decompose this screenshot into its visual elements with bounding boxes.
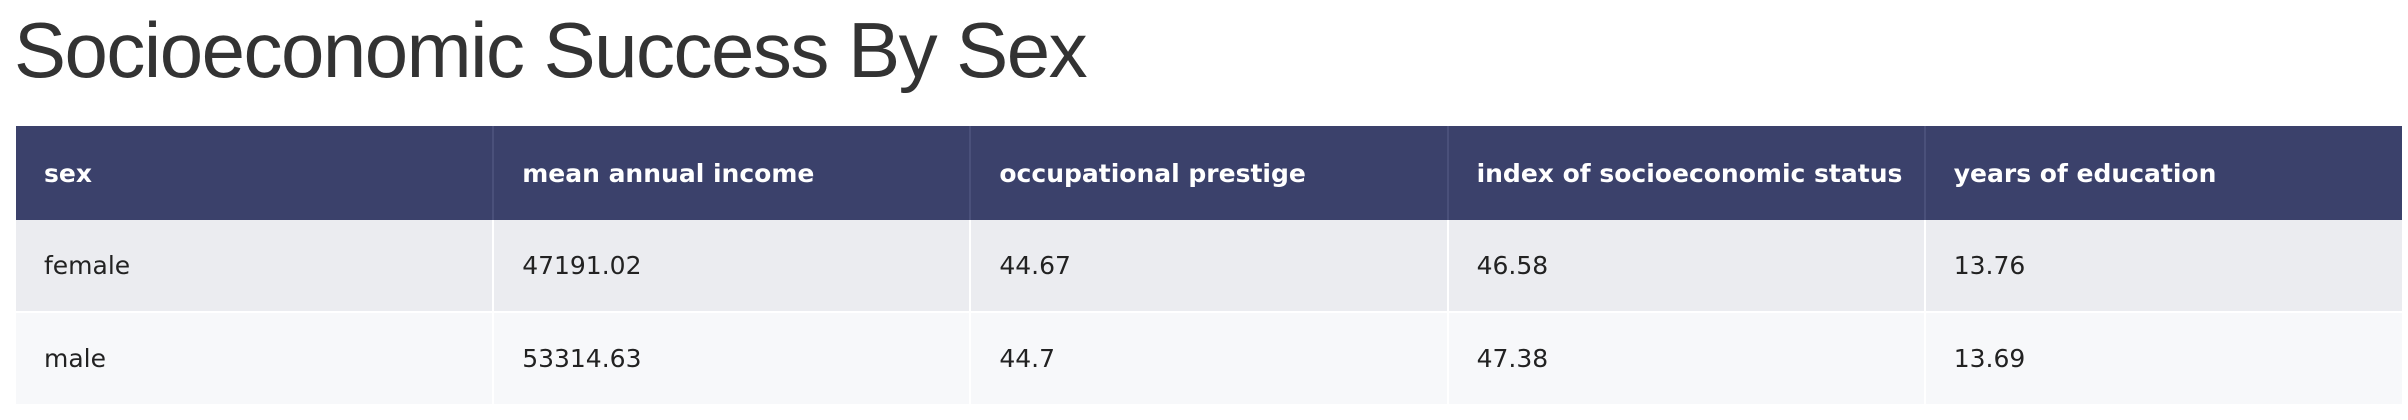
table-cell-mean-annual-income: 53314.63 <box>493 312 972 404</box>
table-cell-occupational-prestige: 44.7 <box>970 312 1449 404</box>
table-cell-years-of-education: 13.69 <box>1953 344 2026 373</box>
table-cell-occupational-prestige: 44.67 <box>970 220 1449 312</box>
table-cell-index-of-socioeconomic-status: 46.58 <box>1447 220 1926 312</box>
data-table-container: sex mean annual income occupational pres… <box>16 126 2402 404</box>
table-row: male 53314.63 44.7 47.38 13.69 <box>16 312 2402 404</box>
table-row: female 47191.02 44.67 46.58 13.76 <box>16 220 2402 312</box>
table-header: sex mean annual income occupational pres… <box>16 126 2402 220</box>
column-header-occupational-prestige: occupational prestige <box>970 126 1449 220</box>
table-body: female 47191.02 44.67 46.58 13.76 male 5… <box>16 220 2402 404</box>
column-header-mean-annual-income: mean annual income <box>493 126 972 220</box>
page-title: Socioeconomic Success By Sex <box>14 6 1088 94</box>
table-cell-sex: female <box>16 220 495 312</box>
column-header-sex: sex <box>16 126 495 220</box>
table-cell-mean-annual-income: 47191.02 <box>493 220 972 312</box>
header-row: sex mean annual income occupational pres… <box>16 126 2402 220</box>
column-header-years-of-education: years of education <box>1953 158 2217 188</box>
table-cell-sex: male <box>16 312 495 404</box>
data-table: sex mean annual income occupational pres… <box>16 126 2402 404</box>
table-cell-years-of-education: 13.76 <box>1953 251 2026 280</box>
table-cell-index-of-socioeconomic-status: 47.38 <box>1447 312 1926 404</box>
column-header-index-of-socioeconomic-status: index of socioeconomic status <box>1447 126 1926 220</box>
